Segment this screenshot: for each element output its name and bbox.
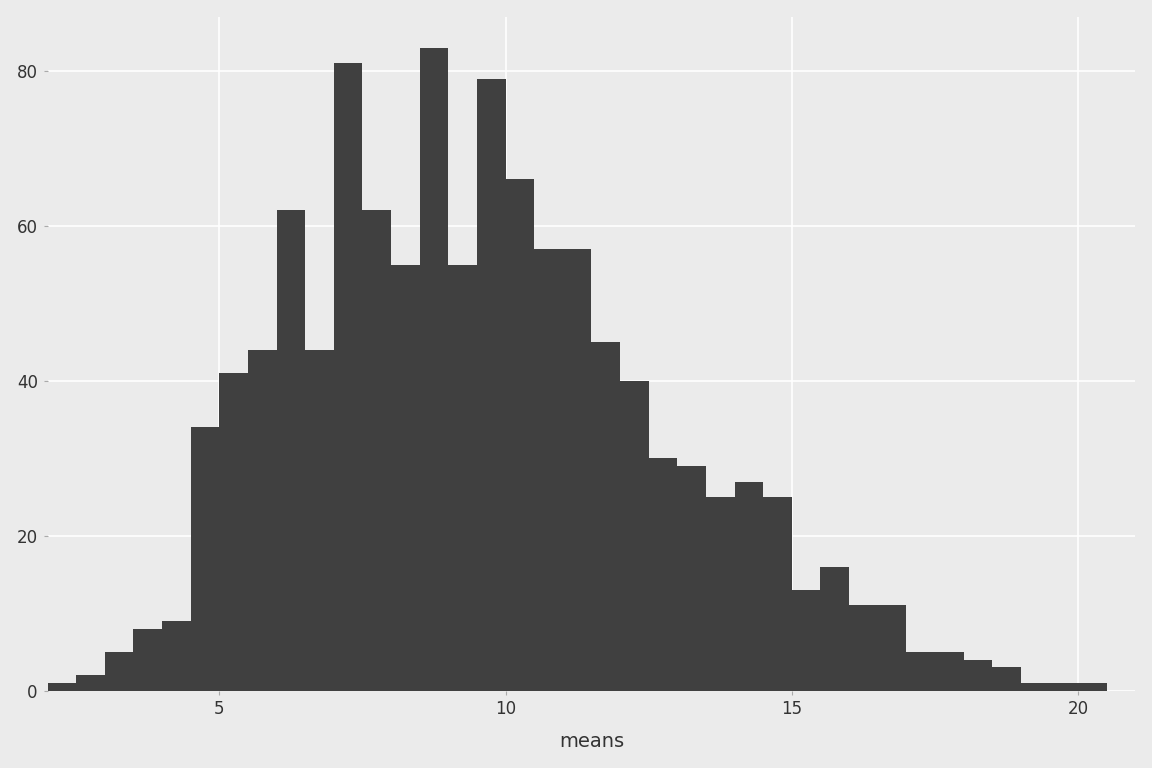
Bar xyxy=(1021,683,1049,690)
Bar xyxy=(134,629,162,690)
Bar xyxy=(620,381,649,690)
Bar xyxy=(105,652,134,690)
Bar xyxy=(907,652,935,690)
Bar xyxy=(1049,683,1078,690)
Bar xyxy=(506,180,535,690)
Bar xyxy=(1078,683,1107,690)
Bar xyxy=(535,249,563,690)
Bar xyxy=(992,667,1021,690)
Bar xyxy=(763,497,791,690)
Bar xyxy=(190,427,219,690)
Bar xyxy=(76,675,105,690)
Bar xyxy=(391,265,419,690)
Bar xyxy=(448,265,477,690)
Bar xyxy=(935,652,963,690)
Bar xyxy=(419,48,448,690)
Bar xyxy=(305,349,334,690)
Bar xyxy=(363,210,391,690)
Bar xyxy=(47,683,76,690)
Bar xyxy=(878,605,907,690)
Bar xyxy=(477,78,506,690)
Bar xyxy=(849,605,878,690)
Bar xyxy=(735,482,763,690)
Bar xyxy=(649,458,677,690)
Bar xyxy=(791,590,820,690)
Bar xyxy=(820,567,849,690)
Bar xyxy=(248,349,276,690)
Bar xyxy=(677,466,706,690)
Bar xyxy=(563,249,591,690)
Bar xyxy=(706,497,735,690)
Bar xyxy=(219,373,248,690)
Bar xyxy=(963,660,992,690)
Bar xyxy=(162,621,190,690)
Bar xyxy=(591,342,620,690)
Bar xyxy=(334,63,363,690)
Bar xyxy=(276,210,305,690)
X-axis label: means: means xyxy=(559,733,624,751)
